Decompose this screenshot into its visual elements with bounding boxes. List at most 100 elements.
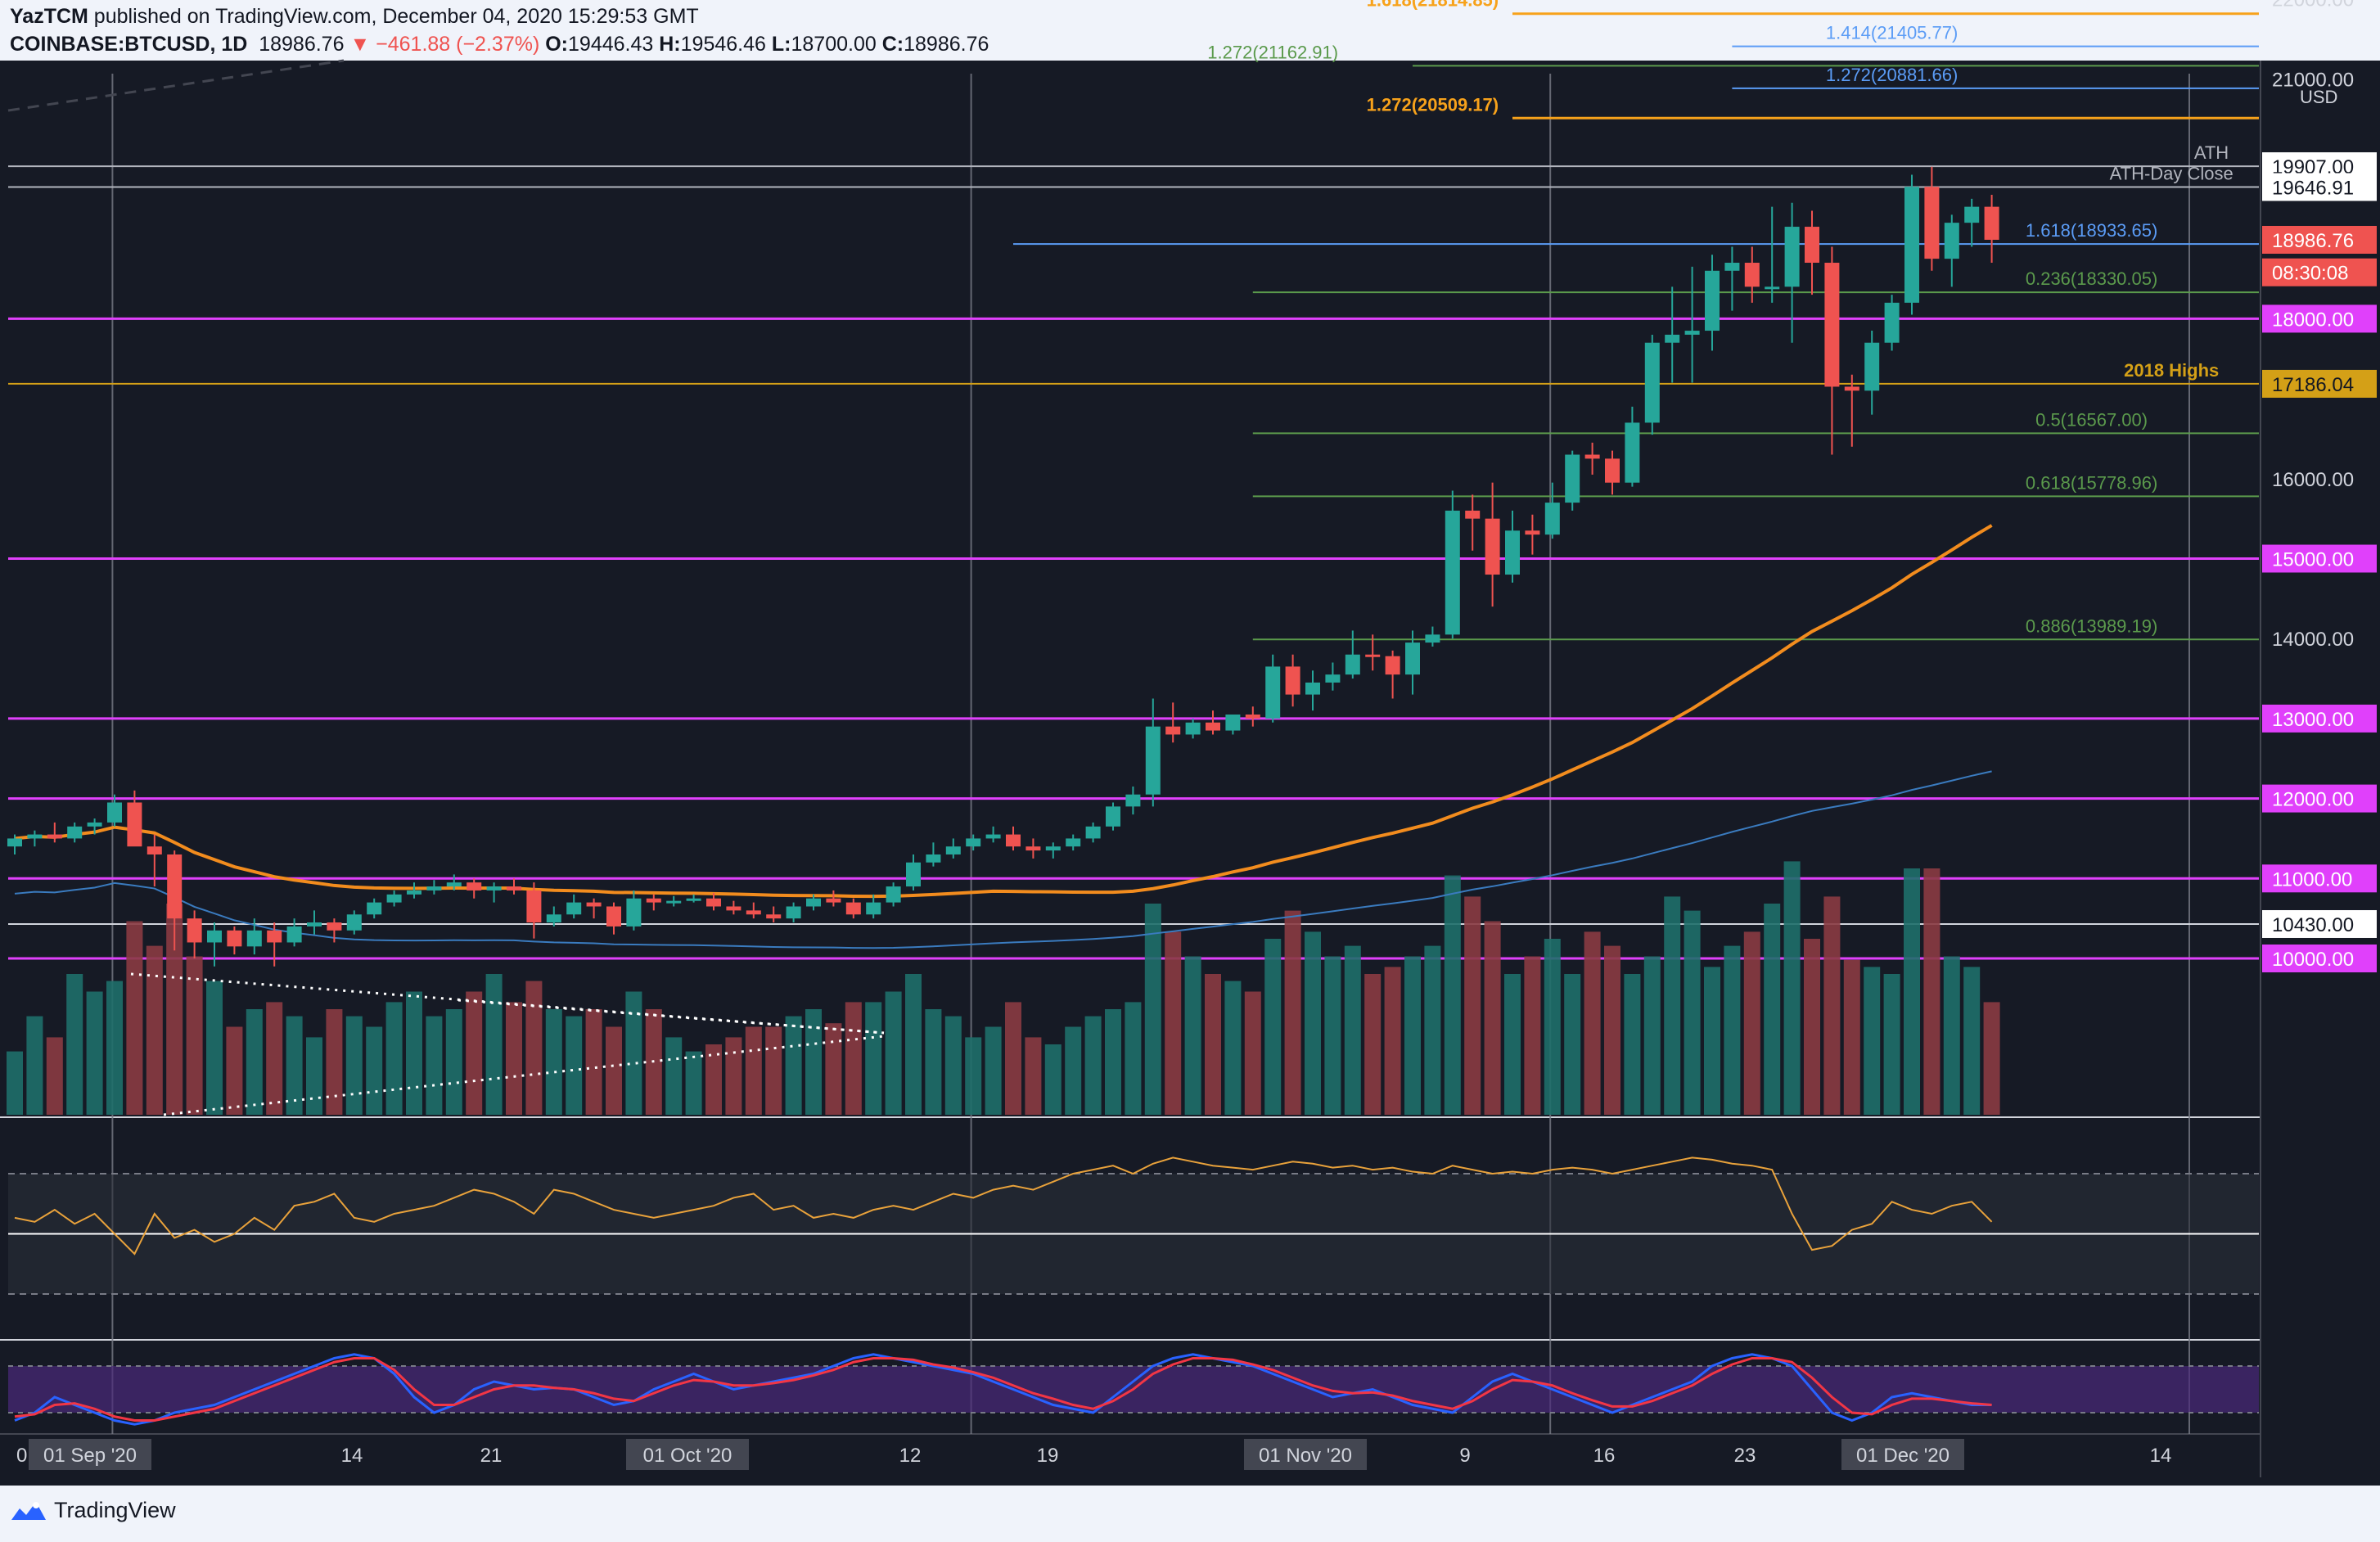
volume-bar (1904, 868, 1920, 1115)
candle-body (866, 902, 881, 915)
triangle-lower-line (163, 1035, 885, 1116)
volume-bar (385, 1002, 403, 1115)
volume-bar (1783, 861, 1801, 1115)
volume-bar (186, 956, 203, 1115)
candle-body (7, 838, 22, 847)
stoch-d-line (14, 1357, 1992, 1422)
volume-bar (1504, 974, 1521, 1115)
volume-bar (1184, 956, 1201, 1115)
volume-bar (426, 1016, 443, 1115)
volume-bar (1664, 896, 1681, 1115)
volume-bar (266, 1002, 283, 1115)
time-tick: 01 Oct '20 (643, 1445, 732, 1467)
candle-body (127, 802, 142, 847)
candle-body (1345, 654, 1360, 675)
volume-bar (1384, 967, 1401, 1115)
volume-bar (944, 1016, 962, 1115)
chart-header: YazTCM published on TradingView.com, Dec… (0, 0, 2380, 61)
volume-bar (1464, 896, 1481, 1115)
price-chart[interactable]: 1.618(22158.71)1.618(21814.85)1.414(2140… (0, 0, 2380, 1486)
price-tag: 10430.00 (2272, 914, 2354, 936)
candle-body (426, 886, 442, 890)
tradingview-logo[interactable]: TradingView (10, 1498, 176, 1523)
time-tag-bg (626, 1439, 749, 1470)
candle-body (1565, 454, 1580, 503)
volume-bar (1724, 945, 1741, 1115)
candle-body (1106, 806, 1120, 827)
candle-body (407, 890, 421, 895)
price-tag-bg (2262, 864, 2377, 893)
volume-bar (1564, 974, 1581, 1115)
price-tag: 19646.91 (2272, 177, 2354, 199)
level-label: ATH (2194, 142, 2229, 163)
candle-body (1365, 654, 1381, 657)
price-tag: 11000.00 (2272, 868, 2352, 890)
time-tick: 23 (1734, 1445, 1756, 1467)
volume-bar (1544, 939, 1561, 1115)
publisher-name[interactable]: YazTCM (10, 5, 88, 28)
volume-bar (1105, 1009, 1121, 1115)
volume-bar (126, 921, 143, 1115)
symbol-name[interactable]: COINBASE:BTCUSD, 1D (10, 33, 248, 56)
moving-average-50 (14, 524, 1993, 899)
stoch-k-line (14, 1353, 1992, 1426)
volume-bar (366, 1026, 383, 1115)
volume-bar (1983, 1002, 2000, 1115)
volume-bar (7, 1051, 23, 1115)
time-tag-bg (1244, 1439, 1367, 1470)
volume-bar (1684, 910, 1701, 1115)
volume-bar (606, 1026, 622, 1115)
price-tag: 13000.00 (2272, 709, 2354, 731)
volume-bar (1344, 945, 1361, 1115)
level-label: 1.618(21814.85) (1367, 0, 1499, 11)
moving-average-200 (14, 770, 1992, 949)
publish-text: published on TradingView.com, December 0… (88, 5, 699, 28)
volume-bar (306, 1037, 322, 1115)
candle-body (806, 898, 821, 907)
volume-bar (1424, 945, 1441, 1115)
price-tag: 18000.00 (2272, 309, 2354, 331)
candle-body (786, 906, 801, 919)
candle-body (1625, 422, 1640, 483)
volume-bar (1404, 956, 1421, 1115)
volume-bar (1305, 931, 1321, 1115)
candle-body (1125, 794, 1141, 807)
volume-bar (705, 1044, 722, 1115)
low-label: L: (771, 33, 791, 56)
candle-body (246, 930, 262, 947)
volume-bar (1165, 931, 1182, 1115)
volume-bar (1704, 967, 1720, 1115)
volume-bar (665, 1037, 683, 1115)
volume-bar (146, 945, 163, 1115)
volume-bar (1864, 967, 1881, 1115)
candle-body (1525, 530, 1540, 535)
volume-bar (1144, 904, 1161, 1115)
candle-body (1485, 518, 1500, 575)
candle-body (1944, 223, 1959, 259)
low-value: 18700.00 (791, 33, 877, 56)
price-tag-bg (2262, 544, 2377, 573)
candle-body (1924, 187, 1940, 259)
price-tag-bg (2262, 173, 2377, 201)
volume-bar (865, 1002, 882, 1115)
price-tag: 08:30:08 (2272, 263, 2348, 285)
volume-bar (1364, 974, 1382, 1115)
volume-bar (1923, 868, 1941, 1115)
candle-body (646, 898, 661, 903)
volume-bar (1284, 910, 1301, 1115)
chart-footer (0, 1486, 2380, 1542)
volume-bar (86, 991, 103, 1115)
candle-body (1066, 838, 1081, 847)
volume-bar (26, 1016, 43, 1115)
level-label: 0.618(15778.96) (2026, 472, 2157, 493)
candle-body (706, 898, 721, 907)
candle-body (586, 902, 602, 907)
time-tick: 14 (2150, 1445, 2172, 1467)
candle-body (446, 882, 462, 887)
tradingview-brand: TradingView (54, 1498, 176, 1522)
time-tick: 19 (1037, 1445, 1059, 1467)
candle-body (606, 906, 621, 927)
level-label: 1.618(18933.65) (2026, 220, 2157, 241)
volume-bar (506, 1002, 522, 1115)
